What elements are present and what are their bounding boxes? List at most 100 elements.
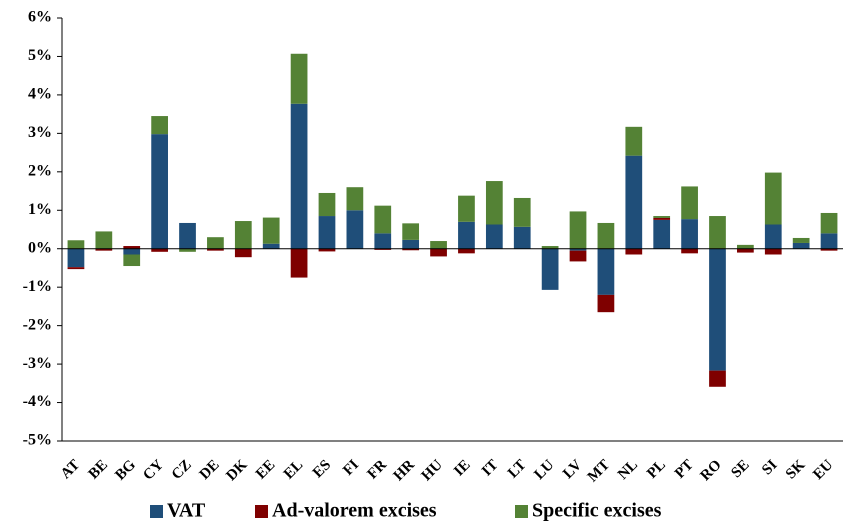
legend-swatch [255,505,268,518]
bar-segment [318,248,336,252]
bar-segment [374,233,392,249]
bar-segment [681,219,698,249]
x-tick-label: LV [560,457,585,482]
bar-segment [151,116,168,135]
bar-segment [541,248,559,290]
x-tick-label: NL [615,457,641,483]
bar-segment [709,248,726,371]
bar-segment [625,248,643,255]
bar-segment [346,187,364,211]
x-tick-label: CZ [169,457,195,483]
bar-segment [792,242,810,249]
x-tick-label: FR [365,457,391,483]
y-tick-label: 3% [28,124,52,141]
bar-segment [123,254,141,267]
x-tick-label: DK [223,457,250,484]
legend-swatch [150,505,163,518]
bar-segment [485,181,503,225]
bar-segment [764,248,782,255]
bar-segment [402,223,420,240]
x-tick-label: AT [58,457,83,482]
bar-segment [820,248,838,251]
x-tick-label: IT [479,457,502,480]
legend-label: VAT [167,500,206,522]
bar-segment [653,217,671,220]
x-tick-label: EL [281,457,306,482]
x-tick-label: IE [451,457,474,480]
bar-segment [374,248,392,250]
bar-segment [151,134,168,249]
bar-segment [625,126,643,156]
y-tick-label: -1% [23,278,52,295]
bar-segment [318,192,336,217]
bar-segment [653,216,671,218]
y-tick-label: 5% [28,47,52,64]
bar-segment [402,248,420,251]
x-tick-label: EU [810,457,836,483]
bar-segment [737,244,754,249]
bar-segment [179,222,196,249]
bar-segment [569,250,587,262]
x-tick-label: BE [86,457,111,482]
x-tick-label: HU [419,457,446,484]
y-tick-label: 2% [28,162,52,179]
bar-segment [681,248,698,254]
bar-segment [346,210,364,249]
x-tick-label: LU [531,457,557,483]
y-tick-label: -5% [23,432,52,449]
x-tick-label: SI [759,457,780,478]
bar-segment [123,246,141,249]
x-tick-label: RO [698,457,725,484]
x-tick-label: MT [585,457,613,485]
bar-segment [485,224,503,249]
x-tick-label: SK [783,457,809,483]
x-tick-label: FI [340,457,362,479]
bar-segment [402,239,420,249]
bar-segment [262,243,280,249]
bar-segment [569,211,587,249]
bar-segment [458,195,475,222]
bar-segment [207,237,224,249]
x-tick-label: SE [728,457,752,481]
bar-segment [374,205,392,234]
bar-segment [234,221,252,249]
y-tick-label: 4% [28,86,52,103]
bar-segment [764,172,782,225]
bar-segment [430,241,447,249]
bar-segment [95,231,113,249]
bar-segment [430,248,447,257]
y-tick-label: 1% [28,201,52,218]
bar-segment [597,248,615,295]
y-tick-label: 6% [28,9,52,26]
bar-segment [513,226,531,249]
bar-segment [681,186,698,220]
y-tick-label: 0% [28,239,52,256]
y-tick-label: -4% [23,393,52,410]
bar-segment [820,212,838,234]
bar-segment [792,237,810,243]
x-tick-label: ES [310,457,334,481]
x-tick-label: PL [644,457,669,482]
bar-segment [67,248,85,268]
bar-segment [67,240,85,249]
bar-segment [458,248,475,254]
x-tick-label: DE [197,457,223,483]
bar-segment [653,219,671,249]
bar-segment [709,370,726,387]
x-tick-label: BG [112,457,139,484]
x-tick-label: HR [391,457,418,484]
y-tick-label: -3% [23,355,52,372]
legend-label: Specific excises [532,500,662,522]
bar-segment [123,248,141,255]
bar-segment [597,222,615,249]
bar-segment [179,248,196,252]
bar-segment [597,294,615,313]
bar-segment [151,248,168,252]
x-tick-label: LT [505,457,529,481]
legend-label: Ad-valorem excises [272,500,437,522]
bar-segment [262,217,280,244]
x-tick-label: PT [672,457,697,482]
bar-segment [458,221,475,249]
bar-segment [737,248,754,253]
